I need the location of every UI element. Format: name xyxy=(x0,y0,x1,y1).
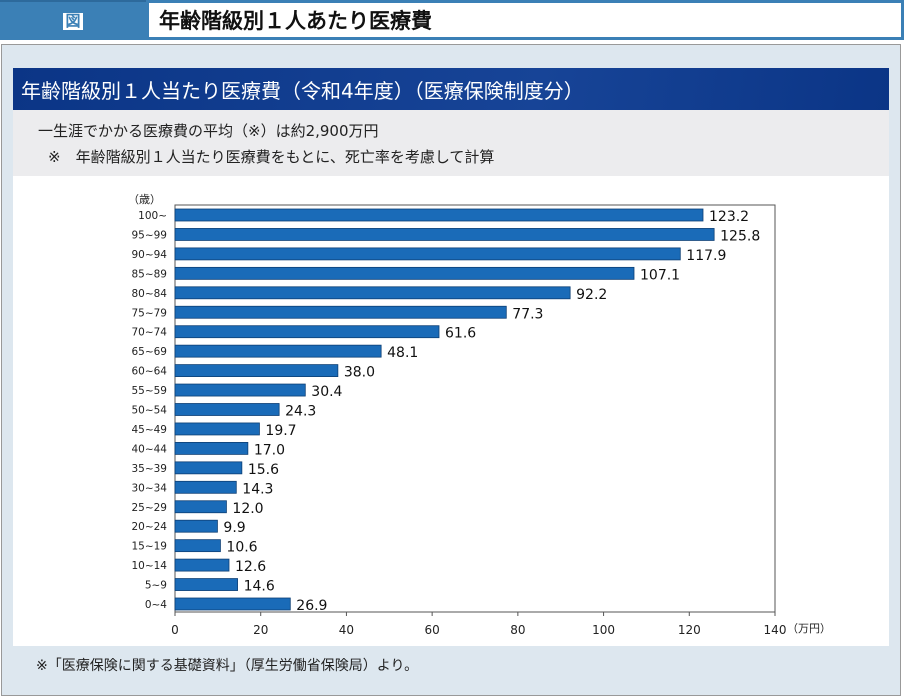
y-tick-label: 100~ xyxy=(138,210,167,222)
y-tick-label: 70~74 xyxy=(131,327,167,339)
data-label: 10.6 xyxy=(226,540,257,556)
x-tick-label: 20 xyxy=(253,623,268,637)
y-tick-label: 75~79 xyxy=(131,307,167,319)
y-tick-label: 25~29 xyxy=(131,502,167,514)
x-tick-label: 60 xyxy=(425,623,440,637)
bar xyxy=(174,325,440,339)
data-label: 14.3 xyxy=(242,481,273,497)
bar xyxy=(174,247,681,261)
bar xyxy=(174,364,339,378)
y-tick-label: 30~34 xyxy=(131,482,167,494)
data-label: 19.7 xyxy=(265,423,296,439)
data-label: 15.6 xyxy=(248,462,279,478)
data-label: 12.0 xyxy=(232,501,263,517)
y-axis-label: （歳） xyxy=(128,193,161,206)
y-tick-label: 45~49 xyxy=(131,424,167,436)
bar xyxy=(174,208,704,222)
y-tick-label: 15~19 xyxy=(131,541,167,553)
bar xyxy=(174,286,571,300)
x-tick-label: 120 xyxy=(678,623,701,637)
x-tick-label: 100 xyxy=(592,623,615,637)
data-label: 117.9 xyxy=(686,248,726,264)
y-tick-label: 95~99 xyxy=(131,229,167,241)
figure-label: 図 xyxy=(0,0,146,40)
bar xyxy=(174,461,243,475)
bar xyxy=(174,539,221,553)
bar xyxy=(174,519,218,533)
chart-title: 年齢階級別１人当たり医療費（令和4年度）（医療保険制度分） xyxy=(13,68,889,110)
y-tick-label: 10~14 xyxy=(131,560,167,572)
y-tick-label: 85~89 xyxy=(131,268,167,280)
x-axis-label: （万円） xyxy=(787,622,831,635)
bar xyxy=(174,480,237,494)
bar xyxy=(174,422,260,436)
x-tick-label: 140 xyxy=(764,623,787,637)
data-label: 26.9 xyxy=(296,598,327,614)
bar xyxy=(174,441,249,455)
y-tick-label: 20~24 xyxy=(131,521,167,533)
bar xyxy=(174,597,291,611)
bar xyxy=(174,403,280,416)
figure-label-text: 図 xyxy=(63,11,83,30)
y-tick-label: 90~94 xyxy=(131,249,167,261)
y-tick-label: 65~69 xyxy=(131,346,167,358)
y-tick-label: 35~39 xyxy=(131,463,167,475)
y-tick-label: 55~59 xyxy=(131,385,167,397)
data-label: 24.3 xyxy=(285,404,316,420)
data-label: 77.3 xyxy=(512,306,543,322)
data-label: 107.1 xyxy=(640,267,680,283)
data-label: 92.2 xyxy=(576,287,607,303)
data-label: 9.9 xyxy=(223,520,245,536)
bar xyxy=(174,344,382,358)
data-label: 61.6 xyxy=(445,326,476,342)
data-label: 125.8 xyxy=(720,228,760,244)
data-label: 17.0 xyxy=(254,442,285,458)
bar xyxy=(174,578,238,591)
y-tick-label: 5~9 xyxy=(145,580,167,592)
note-method: ※ 年齢階級別１人当たり医療費をもとに、死亡率を考慮して計算 xyxy=(48,148,495,166)
y-tick-label: 40~44 xyxy=(131,443,167,455)
bar xyxy=(174,305,507,319)
y-tick-label: 60~64 xyxy=(131,366,167,378)
page-title: 年齢階級別１人あたり医療費 xyxy=(146,0,904,40)
data-label: 48.1 xyxy=(387,345,418,361)
notes: 一生涯でかかる医療費の平均（※）は約2,900万円 ※ 年齢階級別１人当たり医療… xyxy=(13,110,889,176)
bar xyxy=(174,266,635,280)
x-tick-label: 80 xyxy=(510,623,525,637)
bar xyxy=(174,383,306,397)
x-tick-label: 40 xyxy=(339,623,354,637)
y-tick-label: 50~54 xyxy=(131,405,167,417)
data-label: 12.6 xyxy=(235,559,266,575)
y-tick-label: 80~84 xyxy=(131,288,167,300)
data-label: 30.4 xyxy=(311,384,342,400)
note-summary: 一生涯でかかる医療費の平均（※）は約2,900万円 xyxy=(38,122,379,140)
data-label: 123.2 xyxy=(709,209,749,225)
bar xyxy=(174,500,227,514)
x-tick-label: 0 xyxy=(171,623,179,637)
source-note: ※「医療保険に関する基礎資料」（厚生労働省保険局）より。 xyxy=(36,658,419,674)
y-tick-label: 0~4 xyxy=(145,599,167,611)
data-label: 38.0 xyxy=(344,365,375,381)
bar xyxy=(174,558,230,572)
bar xyxy=(174,228,715,241)
data-label: 14.6 xyxy=(244,579,275,595)
